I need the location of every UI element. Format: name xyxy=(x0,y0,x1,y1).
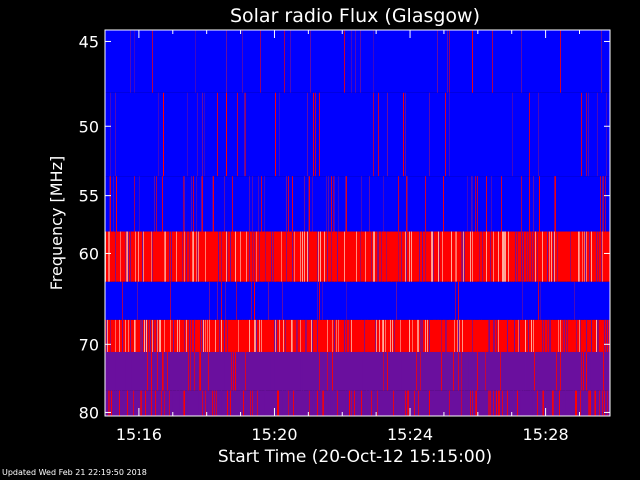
chart-title: Solar radio Flux (Glasgow) xyxy=(230,5,480,27)
band-8-bursts xyxy=(107,390,609,416)
x-axis-label: Start Time (20-Oct-12 15:15:00) xyxy=(218,447,492,467)
band-4-bursts xyxy=(105,231,603,282)
x-tick-label-15:16: 15:16 xyxy=(116,425,162,444)
band-6-bursts xyxy=(106,319,609,352)
y-tick-label-45: 45 xyxy=(79,32,99,51)
band-1-bursts xyxy=(130,30,602,93)
band-7-bursts xyxy=(107,351,604,391)
band-2 xyxy=(105,92,610,177)
x-tick-label-15:20: 15:20 xyxy=(251,425,297,444)
y-tick-label-55: 55 xyxy=(79,187,99,206)
plot-frame xyxy=(104,29,611,417)
band-3-bursts xyxy=(109,176,606,232)
band-8 xyxy=(105,390,610,416)
band-3 xyxy=(105,176,610,232)
axis-ticks: 45 50 55 60 70 80 15:16 15:20 15:24 15:28 xyxy=(79,30,610,444)
y-tick-label-60: 60 xyxy=(79,244,99,263)
y-tick-label-80: 80 xyxy=(79,403,99,422)
y-axis-label: Frequency [MHz] xyxy=(47,156,66,290)
band-5 xyxy=(105,281,610,320)
x-tick-label-15:28: 15:28 xyxy=(523,425,569,444)
x-tick-label-15:24: 15:24 xyxy=(387,425,433,444)
band-1 xyxy=(105,30,610,93)
y-tick-label-70: 70 xyxy=(79,335,99,354)
y-tick-label-50: 50 xyxy=(79,117,99,136)
updated-timestamp: Updated Wed Feb 21 22:19:50 2018 xyxy=(2,468,147,477)
spectrogram-heatmap xyxy=(105,30,610,416)
band-2-bursts xyxy=(110,92,607,177)
band-5-bursts xyxy=(122,281,575,320)
